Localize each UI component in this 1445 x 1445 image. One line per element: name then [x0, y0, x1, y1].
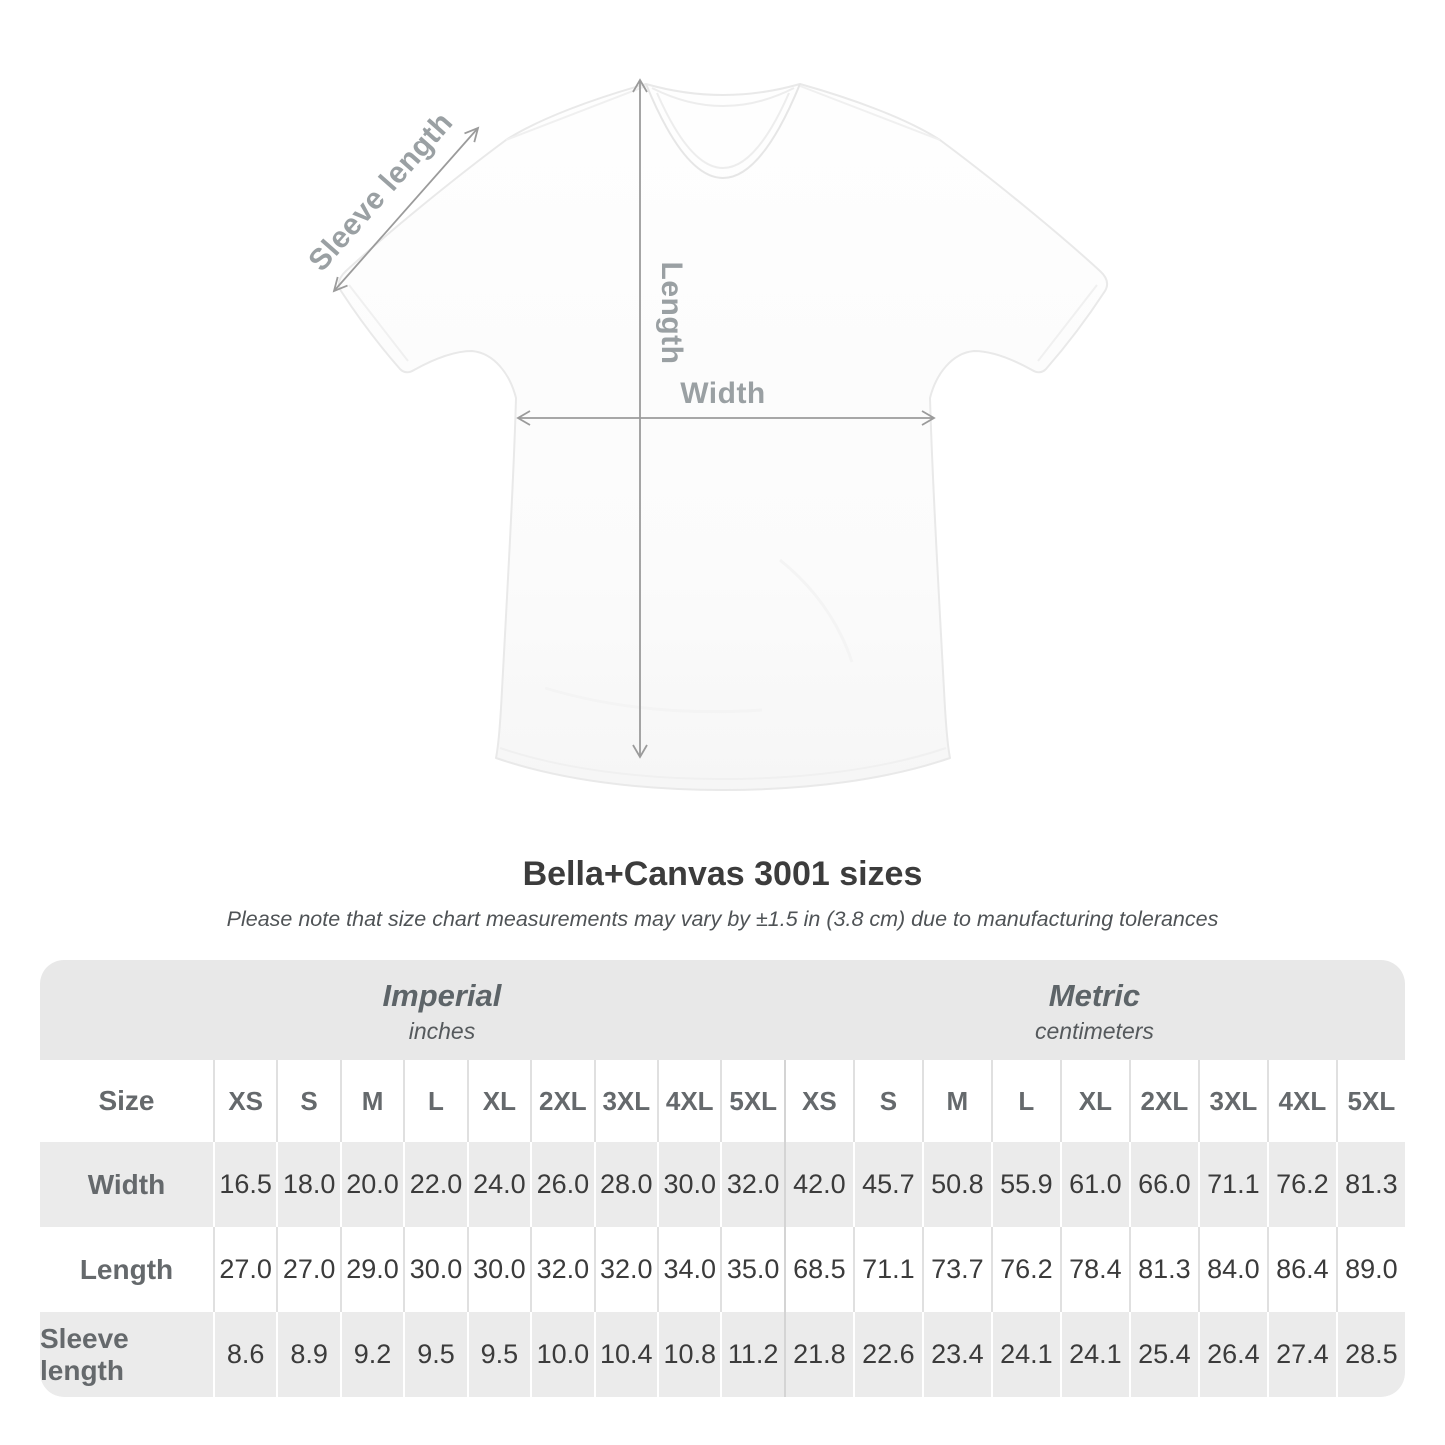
size-header-label: Size: [98, 1085, 155, 1116]
table-cell: 8.6: [212, 1312, 276, 1397]
table-row-length: Length 27.0 27.0 29.0 30.0 30.0 32.0 32.…: [40, 1227, 1405, 1312]
table-cell: 84.0: [1197, 1227, 1267, 1312]
table-cell: 26.4: [1197, 1312, 1267, 1397]
size-table: Imperial inches Metric centimeters Size …: [40, 960, 1405, 1397]
table-cell: 9.5: [403, 1312, 466, 1397]
table-cell: 9.5: [466, 1312, 530, 1397]
table-cell: 8.9: [276, 1312, 339, 1397]
col-header: L: [403, 1060, 466, 1142]
width-arrow: [516, 410, 936, 426]
col-header: 2XL: [1128, 1060, 1198, 1142]
table-cell: 24.1: [1059, 1312, 1129, 1397]
col-header: 2XL: [530, 1060, 593, 1142]
table-cell: 86.4: [1266, 1227, 1336, 1312]
table-cell: 55.9: [990, 1142, 1060, 1227]
table-cell: 32.0: [530, 1227, 593, 1312]
table-cell: 21.8: [783, 1312, 853, 1397]
row-label: Length: [79, 1253, 174, 1285]
table-cell: 24.0: [466, 1142, 530, 1227]
col-header: 3XL: [593, 1060, 657, 1142]
table-cell: 29.0: [339, 1227, 403, 1312]
table-cell: 81.3: [1128, 1227, 1198, 1312]
imperial-title: Imperial: [382, 978, 502, 1013]
table-cell: 10.4: [593, 1312, 657, 1397]
table-cell: 10.0: [530, 1312, 593, 1397]
metric-unit: centimeters: [1035, 1018, 1154, 1044]
col-header: 5XL: [720, 1060, 783, 1142]
length-label: Length: [655, 262, 688, 365]
table-cell: 28.5: [1335, 1312, 1405, 1397]
table-cell: 30.0: [466, 1227, 530, 1312]
table-cell: 71.1: [1197, 1142, 1267, 1227]
table-row-sleeve-length: Sleeve length 8.6 8.9 9.2 9.5 9.5 10.0 1…: [40, 1312, 1405, 1397]
size-header-row: Size XS S M L XL 2XL 3XL 4XL 5XL XS S M …: [40, 1060, 1405, 1142]
table-cell: 9.2: [339, 1312, 403, 1397]
table-row-width: Width 16.5 18.0 20.0 22.0 24.0 26.0 28.0…: [40, 1142, 1405, 1227]
sleeve-length-arrow: [332, 126, 480, 293]
table-cell: 23.4: [921, 1312, 991, 1397]
table-cell: 76.2: [1266, 1142, 1336, 1227]
col-header: S: [276, 1060, 339, 1142]
table-cell: 73.7: [921, 1227, 991, 1312]
metric-section-header: Metric centimeters: [784, 960, 1405, 1060]
metric-title: Metric: [1048, 978, 1141, 1013]
col-header: 4XL: [657, 1060, 720, 1142]
table-cell: 34.0: [657, 1227, 720, 1312]
tshirt-measurement-figure: Length Width Sleeve length: [302, 78, 1109, 791]
col-header: S: [852, 1060, 922, 1142]
col-header: L: [990, 1060, 1060, 1142]
unit-band: Imperial inches Metric centimeters: [40, 960, 1405, 1060]
heading-block: Bella+Canvas 3001 sizes Please note that…: [0, 852, 1445, 934]
table-cell: 27.4: [1266, 1312, 1336, 1397]
col-header: 4XL: [1266, 1060, 1336, 1142]
page-title: Bella+Canvas 3001 sizes: [522, 855, 923, 893]
col-header: 3XL: [1197, 1060, 1267, 1142]
col-header: 5XL: [1335, 1060, 1405, 1142]
col-header: M: [921, 1060, 991, 1142]
table-cell: 45.7: [852, 1142, 922, 1227]
table-cell: 66.0: [1128, 1142, 1198, 1227]
table-cell: 24.1: [990, 1312, 1060, 1397]
table-cell: 50.8: [921, 1142, 991, 1227]
table-cell: 18.0: [276, 1142, 339, 1227]
table-cell: 25.4: [1128, 1312, 1198, 1397]
imperial-section-header: Imperial inches: [40, 960, 784, 1060]
table-cell: 68.5: [783, 1227, 853, 1312]
table-cell: 22.0: [403, 1142, 466, 1227]
col-header: M: [339, 1060, 403, 1142]
table-cell: 32.0: [593, 1227, 657, 1312]
col-header: XS: [783, 1060, 853, 1142]
row-label: Width: [87, 1168, 166, 1200]
table-cell: 11.2: [720, 1312, 783, 1397]
col-header: XL: [466, 1060, 530, 1142]
col-header: XL: [1059, 1060, 1129, 1142]
table-cell: 42.0: [783, 1142, 853, 1227]
table-cell: 30.0: [403, 1227, 466, 1312]
table-cell: 76.2: [990, 1227, 1060, 1312]
table-cell: 22.6: [852, 1312, 922, 1397]
table-cell: 78.4: [1059, 1227, 1129, 1312]
table-cell: 27.0: [276, 1227, 339, 1312]
row-label: Sleeve length: [40, 1322, 129, 1386]
table-cell: 26.0: [530, 1142, 593, 1227]
table-cell: 32.0: [720, 1142, 783, 1227]
imperial-unit: inches: [408, 1018, 476, 1044]
table-cell: 28.0: [593, 1142, 657, 1227]
table-cell: 71.1: [852, 1227, 922, 1312]
tolerance-note: Please note that size chart measurements…: [226, 907, 1219, 931]
width-label: Width: [680, 377, 766, 410]
table-cell: 27.0: [212, 1227, 276, 1312]
table-cell: 20.0: [339, 1142, 403, 1227]
table-cell: 10.8: [657, 1312, 720, 1397]
table-cell: 16.5: [212, 1142, 276, 1227]
table-cell: 35.0: [720, 1227, 783, 1312]
table-cell: 81.3: [1335, 1142, 1405, 1227]
table-cell: 30.0: [657, 1142, 720, 1227]
col-header: XS: [212, 1060, 276, 1142]
table-cell: 61.0: [1059, 1142, 1129, 1227]
table-cell: 89.0: [1335, 1227, 1405, 1312]
tshirt-graphic: [337, 83, 1109, 791]
